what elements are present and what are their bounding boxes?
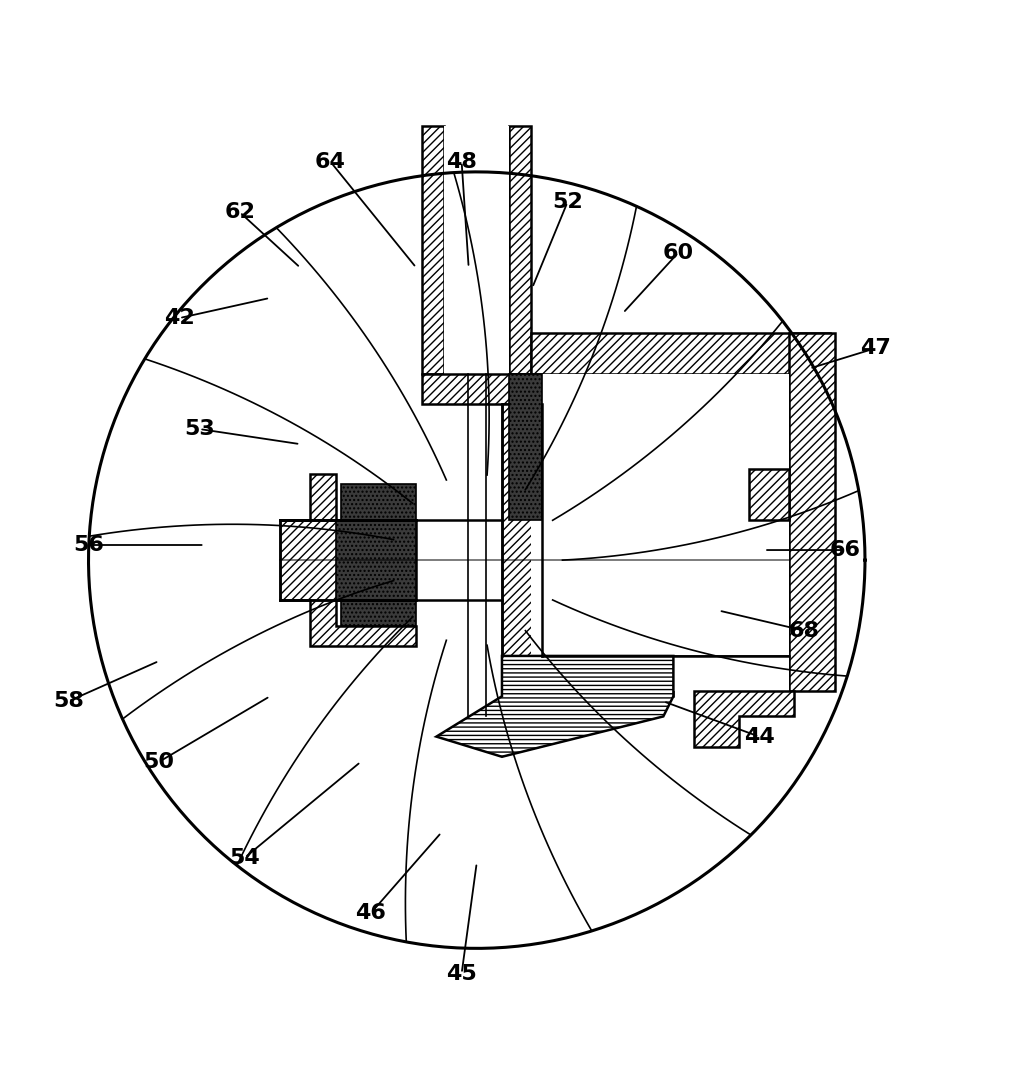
Polygon shape <box>341 484 416 626</box>
Polygon shape <box>789 334 835 691</box>
Text: 44: 44 <box>743 727 775 747</box>
Text: 64: 64 <box>315 152 346 172</box>
Polygon shape <box>749 470 789 520</box>
Polygon shape <box>509 126 531 374</box>
Text: 48: 48 <box>446 152 477 172</box>
Text: 45: 45 <box>446 964 477 983</box>
Polygon shape <box>436 656 673 756</box>
Polygon shape <box>694 691 794 747</box>
Text: 46: 46 <box>356 904 386 923</box>
Polygon shape <box>422 374 770 403</box>
Polygon shape <box>509 374 542 520</box>
Text: 47: 47 <box>860 338 890 359</box>
Polygon shape <box>444 126 509 374</box>
Polygon shape <box>280 474 416 646</box>
Text: 68: 68 <box>789 620 820 641</box>
Text: 52: 52 <box>553 192 583 213</box>
Polygon shape <box>502 656 673 697</box>
Polygon shape <box>531 374 789 691</box>
Polygon shape <box>422 126 444 374</box>
Text: 66: 66 <box>829 540 860 560</box>
Polygon shape <box>502 403 542 656</box>
Text: 42: 42 <box>164 308 195 328</box>
Text: 53: 53 <box>185 419 215 439</box>
Text: 62: 62 <box>224 203 256 222</box>
Text: 60: 60 <box>663 243 694 263</box>
Polygon shape <box>531 334 829 374</box>
Text: 50: 50 <box>144 752 174 772</box>
Text: 58: 58 <box>53 691 84 712</box>
Polygon shape <box>336 520 416 601</box>
Text: 56: 56 <box>73 535 103 555</box>
Text: 54: 54 <box>229 848 261 868</box>
